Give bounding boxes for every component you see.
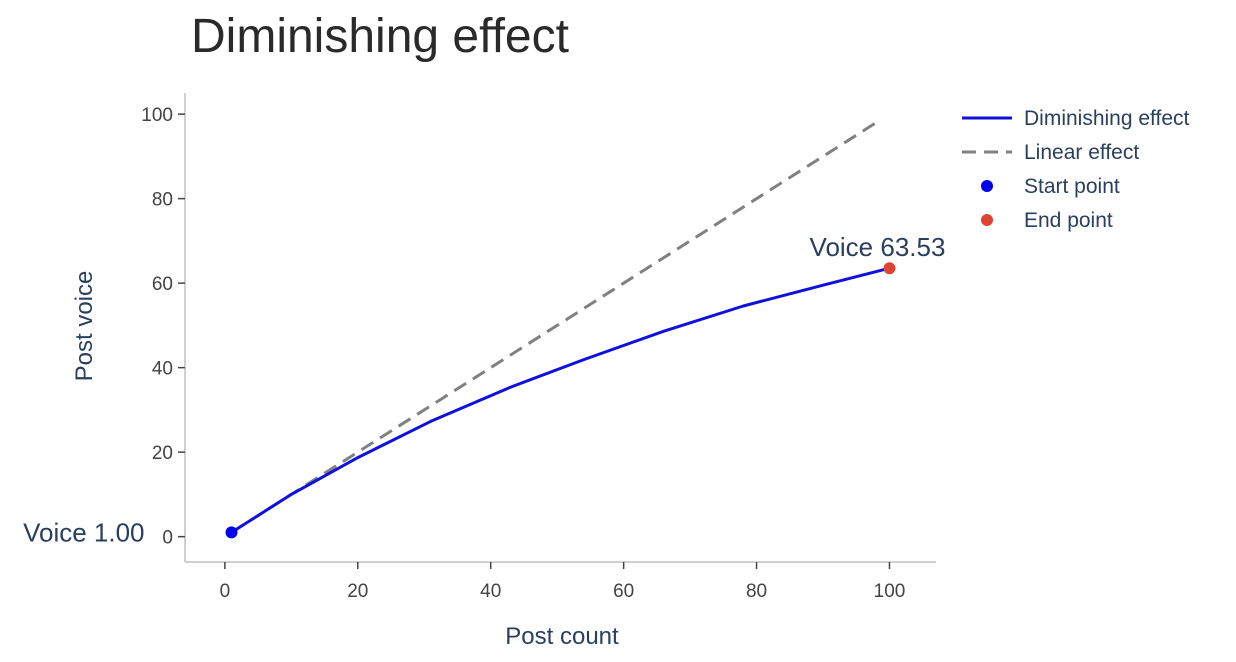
y-tick-label: 0 xyxy=(162,528,173,549)
legend-swatch-start-point xyxy=(981,180,993,192)
annotation-label: Voice 1.00 xyxy=(23,517,144,547)
axes xyxy=(184,93,936,563)
legend-label-end-point: End point xyxy=(1024,209,1113,232)
x-axis-title: Post count xyxy=(505,623,619,650)
y-tick-label: 40 xyxy=(152,359,173,380)
legend-swatch-end-point xyxy=(981,214,993,226)
x-tick-label: 80 xyxy=(746,581,767,602)
y-tick-label: 20 xyxy=(152,443,173,464)
x-tick-label: 40 xyxy=(480,581,501,602)
end-point-marker xyxy=(883,262,896,275)
start-point-marker xyxy=(225,526,238,539)
diminishing-effect-line xyxy=(230,266,890,534)
annotations: Voice 1.00 Voice 63.53 xyxy=(23,232,945,547)
x-tick-label: 60 xyxy=(613,581,634,602)
legend: Diminishing effect Linear effect Start poi… xyxy=(962,107,1190,232)
ticks: 0 20 40 60 80 100 0 20 40 60 80 100 xyxy=(141,105,905,602)
y-tick-label: 80 xyxy=(152,190,173,211)
chart-title: Diminishing effect xyxy=(191,10,569,63)
y-tick-label: 60 xyxy=(152,274,173,295)
annotation-label: Voice 63.53 xyxy=(810,232,946,262)
legend-label-linear-effect: Linear effect xyxy=(1024,141,1139,164)
x-tick-label: 0 xyxy=(220,581,231,602)
y-tick-label: 100 xyxy=(141,105,173,126)
x-tick-label: 100 xyxy=(874,581,906,602)
linear-effect-line xyxy=(230,121,878,534)
legend-label-diminishing-effect: Diminishing effect xyxy=(1024,107,1190,130)
y-axis-title: Post voice xyxy=(71,271,98,382)
x-tick-label: 20 xyxy=(347,581,368,602)
legend-label-start-point: Start point xyxy=(1024,175,1120,198)
plot-area xyxy=(225,121,896,539)
